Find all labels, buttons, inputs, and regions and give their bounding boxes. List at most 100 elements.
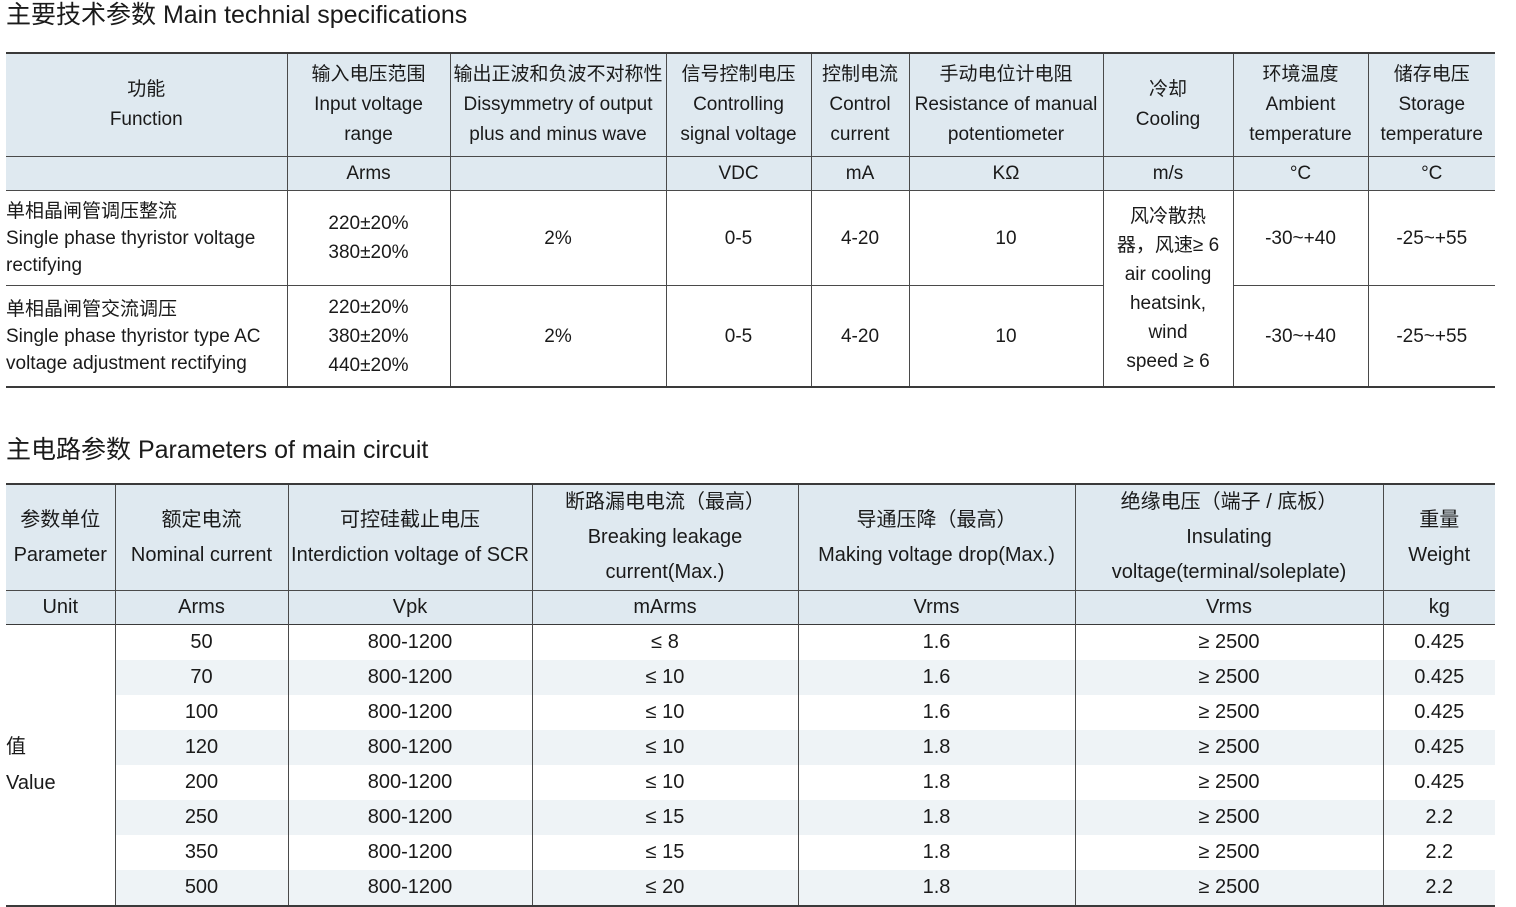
nominal-current-cell: 500 — [114, 870, 288, 906]
storage-cell: -25~+55 — [1367, 285, 1495, 387]
weight-cell: 0.425 — [1382, 730, 1495, 765]
header-insulating-voltage: 绝缘电压（端子 / 底板） Insulating voltage(terminal… — [1074, 484, 1383, 591]
nominal-current-cell: 200 — [114, 765, 288, 800]
voltage-drop-cell: 1.6 — [797, 660, 1075, 695]
voltage-drop-cell: 1.8 — [797, 765, 1075, 800]
insulating-voltage-cell: ≥ 2500 — [1074, 624, 1383, 660]
unit-cell — [449, 156, 666, 191]
table-row: 值 Value 50 800-1200 ≤ 8 1.6 ≥ 2500 0.425 — [6, 624, 1495, 794]
value-label-cell: 值 Value — [6, 625, 115, 907]
table-row: 70 800-1200 ≤ 10 1.6 ≥ 2500 0.425 — [6, 660, 1495, 695]
input-voltage-cell: 220±20% 380±20% — [286, 190, 450, 286]
unit-cell: kg — [1382, 590, 1495, 625]
header-control-current: 控制电流 Control current — [810, 53, 909, 157]
section-title-main-circuit: 主电路参数 Parameters of main circuit — [6, 436, 429, 464]
leakage-current-cell: ≤ 10 — [531, 695, 798, 730]
interdiction-voltage-cell: 800-1200 — [287, 800, 532, 835]
table-row: 250 800-1200 ≤ 15 1.8 ≥ 2500 2.2 — [6, 800, 1495, 835]
voltage-drop-cell: 1.8 — [797, 800, 1075, 835]
function-cell: 单相晶闸管交流调压 Single phase thyristor type AC … — [6, 285, 287, 387]
weight-cell: 0.425 — [1382, 695, 1495, 730]
params-unit-row: Unit Arms Vpk mArms Vrms Vrms kg — [6, 590, 1495, 625]
nominal-current-cell: 250 — [114, 800, 288, 835]
unit-cell: mArms — [531, 590, 798, 625]
voltage-drop-cell: 1.8 — [797, 870, 1075, 906]
value-label-en: Value — [6, 772, 56, 794]
control-voltage-cell: 0-5 — [665, 190, 811, 286]
weight-cell: 0.425 — [1382, 624, 1495, 660]
leakage-current-cell: ≤ 10 — [531, 730, 798, 765]
voltage-drop-cell: 1.8 — [797, 730, 1075, 765]
unit-cell: Vrms — [797, 590, 1075, 625]
cooling-cell: 风冷散热 器，风速≥ 6 air cooling heatsink, wind … — [1102, 190, 1233, 387]
function-cell: 单相晶闸管调压整流 Single phase thyristor voltage … — [6, 190, 287, 286]
voltage-drop-cell: 1.8 — [797, 835, 1075, 870]
header-dissymmetry: 输出正波和负波不对称性 Dissymmetry of output plus an… — [449, 53, 666, 157]
leakage-current-cell: ≤ 20 — [531, 870, 798, 906]
unit-cell: m/s — [1102, 156, 1233, 191]
main-specifications-table: 功能 Function 输入电压范围 Input voltage range 输出正… — [6, 52, 1495, 388]
insulating-voltage-cell: ≥ 2500 — [1074, 870, 1383, 906]
interdiction-voltage-cell: 800-1200 — [287, 835, 532, 870]
leakage-current-cell: ≤ 15 — [531, 835, 798, 870]
dissymmetry-cell: 2% — [449, 190, 666, 286]
nominal-current-cell: 120 — [114, 730, 288, 765]
spec-row-rectifying: 单相晶闸管调压整流 Single phase thyristor voltage … — [6, 190, 1495, 387]
unit-cell: Arms — [114, 590, 288, 625]
control-current-cell: 4-20 — [810, 190, 909, 286]
params-value-rows: 值 Value 50 800-1200 ≤ 8 1.6 ≥ 2500 0.425 70 800-1… — [6, 624, 1495, 906]
leakage-current-cell: ≤ 10 — [531, 660, 798, 695]
unit-cell: Vpk — [287, 590, 532, 625]
interdiction-voltage-cell: 800-1200 — [287, 730, 532, 765]
nominal-current-cell: 350 — [114, 835, 288, 870]
nominal-current-cell: 70 — [114, 660, 288, 695]
unit-cell: °C — [1367, 156, 1495, 191]
insulating-voltage-cell: ≥ 2500 — [1074, 660, 1383, 695]
header-interdiction-voltage: 可控硅截止电压 Interdiction voltage of SCR — [287, 484, 532, 591]
table-row: 350 800-1200 ≤ 15 1.8 ≥ 2500 2.2 — [6, 835, 1495, 870]
weight-cell: 2.2 — [1382, 800, 1495, 835]
resistance-cell: 10 — [908, 285, 1103, 387]
interdiction-voltage-cell: 800-1200 — [287, 870, 532, 906]
spec-header-row: 功能 Function 输入电压范围 Input voltage range 输出正… — [6, 53, 1495, 157]
header-leakage-current: 断路漏电电流（最高） Breaking leakage current(Max.) — [531, 484, 798, 591]
unit-cell: VDC — [665, 156, 811, 191]
dissymmetry-cell: 2% — [449, 285, 666, 387]
header-input-voltage: 输入电压范围 Input voltage range — [286, 53, 450, 157]
spec-row-ac-adjustment: 单相晶闸管交流调压 Single phase thyristor type AC … — [6, 285, 1495, 387]
weight-cell: 0.425 — [1382, 765, 1495, 800]
voltage-drop-cell: 1.6 — [797, 624, 1075, 660]
unit-cell: Unit — [6, 590, 115, 625]
leakage-current-cell: ≤ 10 — [531, 765, 798, 800]
section-title-main-specs: 主要技术参数 Main technial specifications — [6, 1, 468, 29]
unit-cell — [6, 156, 287, 191]
header-cooling: 冷却 Cooling — [1102, 53, 1233, 157]
header-parameter: 参数单位 Parameter — [6, 484, 115, 591]
interdiction-voltage-cell: 800-1200 — [287, 695, 532, 730]
interdiction-voltage-cell: 800-1200 — [287, 660, 532, 695]
header-weight: 重量 Weight — [1382, 484, 1495, 591]
insulating-voltage-cell: ≥ 2500 — [1074, 800, 1383, 835]
header-function: 功能 Function — [6, 53, 287, 157]
header-control-voltage: 信号控制电压 Controlling signal voltage — [665, 53, 811, 157]
voltage-drop-cell: 1.6 — [797, 695, 1075, 730]
insulating-voltage-cell: ≥ 2500 — [1074, 730, 1383, 765]
interdiction-voltage-cell: 800-1200 — [287, 624, 532, 660]
insulating-voltage-cell: ≥ 2500 — [1074, 835, 1383, 870]
header-ambient: 环境温度 Ambient temperature — [1232, 53, 1368, 157]
header-nominal-current: 额定电流 Nominal current — [114, 484, 288, 591]
table-row: 120 800-1200 ≤ 10 1.8 ≥ 2500 0.425 — [6, 730, 1495, 765]
header-storage: 储存电压 Storage temperature — [1367, 53, 1495, 157]
input-voltage-cell: 220±20% 380±20% 440±20% — [286, 285, 450, 387]
nominal-current-cell: 100 — [114, 695, 288, 730]
table-row: 500 800-1200 ≤ 20 1.8 ≥ 2500 2.2 — [6, 870, 1495, 906]
unit-cell: Arms — [286, 156, 450, 191]
unit-cell: mA — [810, 156, 909, 191]
resistance-cell: 10 — [908, 190, 1103, 286]
leakage-current-cell: ≤ 15 — [531, 800, 798, 835]
control-current-cell: 4-20 — [810, 285, 909, 387]
storage-cell: -25~+55 — [1367, 190, 1495, 286]
table-row: 200 800-1200 ≤ 10 1.8 ≥ 2500 0.425 — [6, 765, 1495, 800]
params-header-row: 参数单位 Parameter 额定电流 Nominal current 可控硅截止电… — [6, 484, 1495, 591]
header-resistance: 手动电位计电阻 Resistance of manual potentiomete… — [908, 53, 1103, 157]
